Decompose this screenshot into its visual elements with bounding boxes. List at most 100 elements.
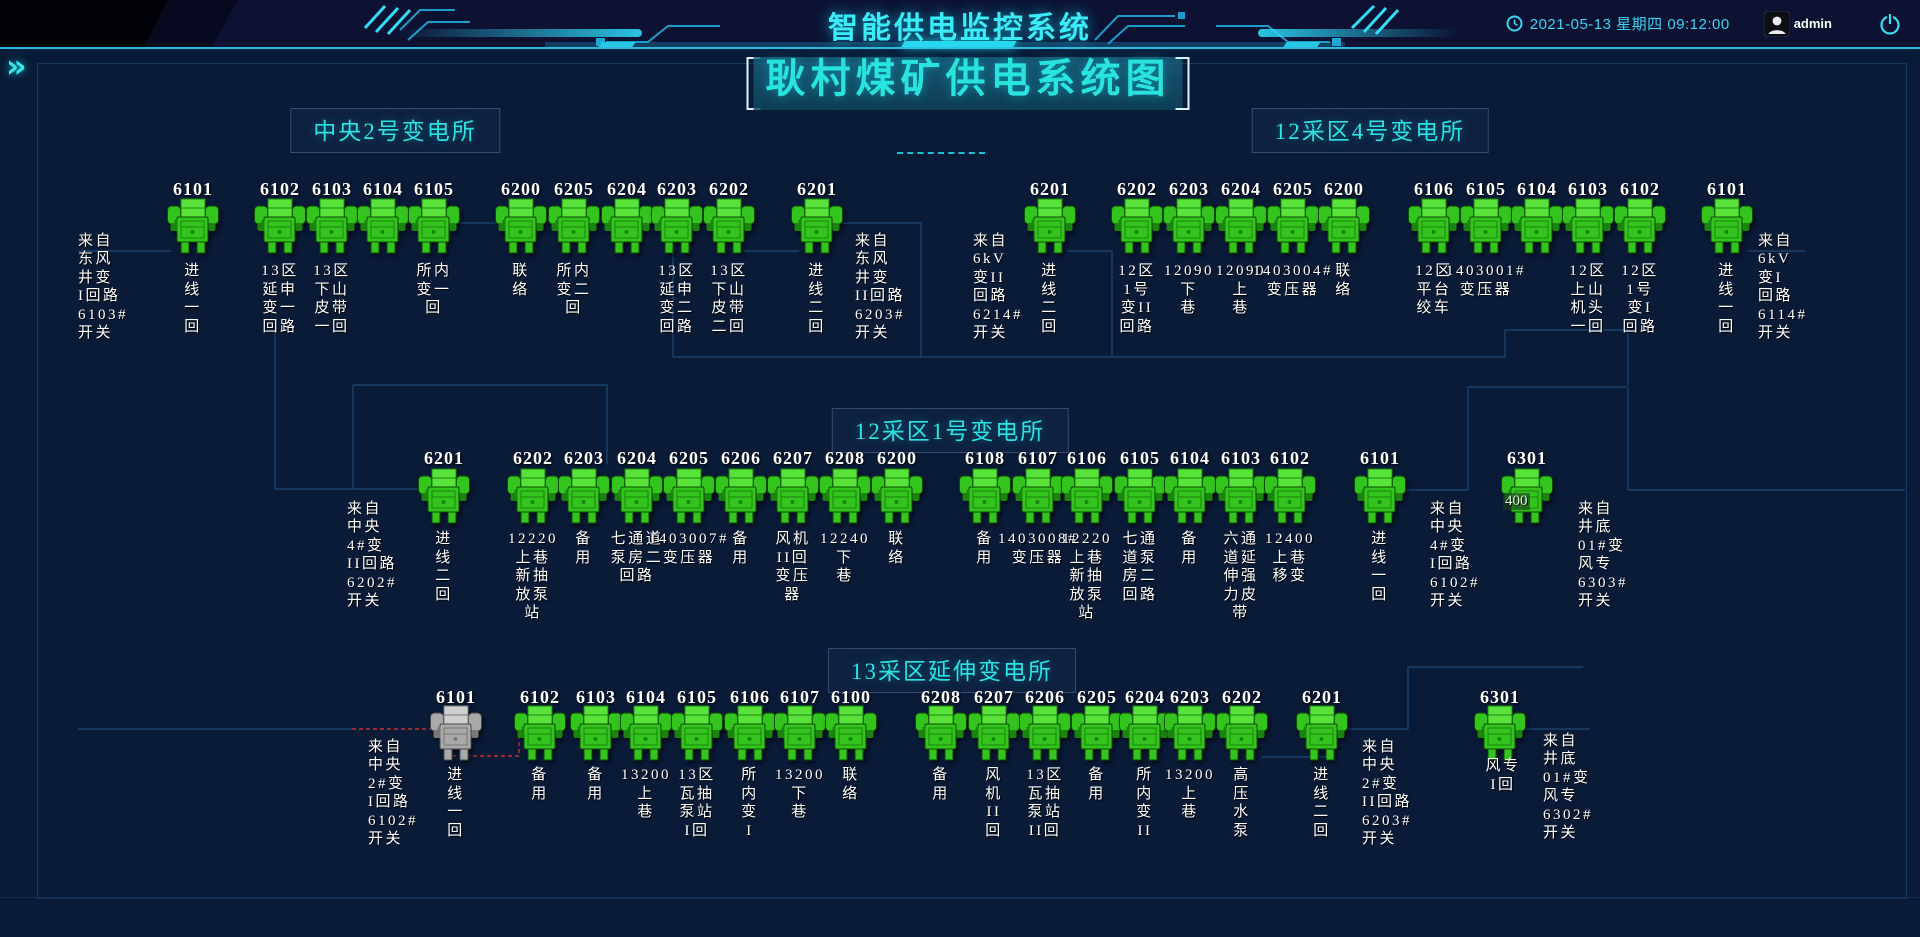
- breaker-switch-icon[interactable]: [791, 196, 843, 259]
- breaker-switch-icon[interactable]: [1264, 466, 1316, 529]
- device-number: 6201: [1030, 179, 1070, 199]
- device-label: 13区 下山 皮带 二回: [710, 263, 748, 335]
- datetime-group: 2021-05-13 星期四 09:12:00: [1506, 13, 1730, 34]
- device-number: 6108: [965, 448, 1005, 468]
- device-label: 七通 道泵 房二 回路: [1122, 531, 1158, 603]
- power-button[interactable]: [1878, 11, 1902, 37]
- device-number: 6105: [1466, 179, 1506, 199]
- breaker-switch-icon[interactable]: [1296, 703, 1348, 766]
- breaker-switch-icon[interactable]: [703, 196, 755, 259]
- breaker-switch-icon[interactable]: [1164, 703, 1216, 766]
- breaker-switch-icon[interactable]: [1164, 466, 1216, 529]
- breaker-switch-icon[interactable]: [968, 703, 1020, 766]
- device-number: 6107: [1018, 448, 1058, 468]
- breaker-switch-icon[interactable]: [601, 196, 653, 259]
- device-label: 13区 延申 变一 回路: [261, 263, 299, 335]
- breaker-switch-icon[interactable]: [825, 703, 877, 766]
- device-number: 6204: [1125, 687, 1165, 707]
- device-number: 6201: [424, 448, 464, 468]
- breaker-switch-icon[interactable]: [959, 466, 1011, 529]
- breaker-switch-icon[interactable]: [1511, 196, 1563, 259]
- breaker-switch-icon[interactable]: [1061, 466, 1113, 529]
- breaker-switch-icon[interactable]: [1267, 196, 1319, 259]
- breaker-switch-icon[interactable]: [915, 703, 967, 766]
- breaker-switch-icon[interactable]: [611, 466, 663, 529]
- device-number: 6208: [921, 687, 961, 707]
- breaker-switch-icon[interactable]: [1114, 466, 1166, 529]
- breaker-switch-icon[interactable]: [254, 196, 306, 259]
- breaker-switch-icon[interactable]: [1215, 466, 1267, 529]
- breaker-switch-icon[interactable]: [548, 196, 600, 259]
- breaker-switch-icon[interactable]: [1163, 196, 1215, 259]
- device-label: 联 络: [1335, 263, 1353, 298]
- device-number: 6105: [677, 687, 717, 707]
- user-menu[interactable]: admin: [1763, 10, 1832, 37]
- breaker-switch-icon[interactable]: [663, 466, 715, 529]
- breaker-switch-icon[interactable]: [767, 466, 819, 529]
- breaker-switch-icon[interactable]: [671, 703, 723, 766]
- device-number: 6102: [1620, 179, 1660, 199]
- device-label: 1403007# 变压器: [649, 531, 729, 566]
- breaker-switch-icon[interactable]: [1562, 196, 1614, 259]
- device-label: 1403001# 变压器: [1446, 263, 1526, 298]
- breaker-switch-icon[interactable]: [1318, 196, 1370, 259]
- breaker-switch-icon[interactable]: [1460, 196, 1512, 259]
- breaker-switch-icon[interactable]: [558, 466, 610, 529]
- device-label: 进 线 二 回: [435, 531, 453, 603]
- breaker-switch-icon[interactable]: [430, 703, 482, 766]
- breaker-switch-icon[interactable]: [507, 466, 559, 529]
- breaker-switch-icon[interactable]: [1614, 196, 1666, 259]
- username: admin: [1793, 16, 1832, 31]
- device-number: 6205: [669, 448, 709, 468]
- breaker-switch-icon[interactable]: [774, 703, 826, 766]
- breaker-switch-icon[interactable]: [1215, 196, 1267, 259]
- substation-title: 中央2号变电所: [290, 108, 500, 153]
- breaker-switch-icon[interactable]: [651, 196, 703, 259]
- breaker-switch-icon[interactable]: [1408, 196, 1460, 259]
- breaker-switch-icon[interactable]: [570, 703, 622, 766]
- sidebar-expand-icon[interactable]: »: [6, 47, 27, 85]
- breaker-switch-icon[interactable]: [514, 703, 566, 766]
- breaker-switch-icon[interactable]: [357, 196, 409, 259]
- device-number: 6205: [554, 179, 594, 199]
- avatar: [1763, 10, 1790, 37]
- breaker-switch-icon[interactable]: [1024, 196, 1076, 259]
- feeder-label: 来自 东风 井变 II回路 6203# 开关: [855, 233, 905, 342]
- breaker-switch-icon[interactable]: [1701, 196, 1753, 259]
- device-label: 13200 下 巷: [775, 767, 825, 821]
- device-label: 进 线 二 回: [1313, 767, 1331, 839]
- breaker-switch-icon[interactable]: [306, 196, 358, 259]
- device-number: 6106: [730, 687, 770, 707]
- breaker-switch-icon[interactable]: [1019, 703, 1071, 766]
- device-number: 6206: [1025, 687, 1065, 707]
- device-label: 进 线 一 回: [184, 263, 202, 335]
- breaker-switch-icon[interactable]: [408, 196, 460, 259]
- breaker-switch-icon[interactable]: [715, 466, 767, 529]
- device-number: 6203: [1169, 179, 1209, 199]
- breaker-switch-icon[interactable]: [418, 466, 470, 529]
- breaker-switch-icon[interactable]: [167, 196, 219, 259]
- device-label: 进 线 一 回: [1371, 531, 1389, 603]
- breaker-switch-icon[interactable]: [724, 703, 776, 766]
- feeder-label: 来自 井底 01#变 风专 6302# 开关: [1543, 733, 1593, 842]
- device-number: 6200: [877, 448, 917, 468]
- breaker-switch-icon[interactable]: [495, 196, 547, 259]
- breaker-switch-icon[interactable]: [1474, 703, 1526, 766]
- breaker-switch-icon[interactable]: [871, 466, 923, 529]
- breaker-switch-icon[interactable]: [1354, 466, 1406, 529]
- feeder-label: 来自 6kV 变I 回路 6114# 开关: [1758, 233, 1808, 342]
- breaker-switch-icon[interactable]: [1071, 703, 1123, 766]
- device-label: 进 线 二 回: [808, 263, 826, 335]
- device-label: 六通 道延 伸强 力皮 带: [1223, 531, 1259, 622]
- device-label: 13区 延申 变二 回路: [658, 263, 696, 335]
- breaker-switch-icon[interactable]: [620, 703, 672, 766]
- breaker-switch-icon[interactable]: [819, 466, 871, 529]
- breaker-switch-icon[interactable]: [1111, 196, 1163, 259]
- device-number: 6206: [721, 448, 761, 468]
- device-number: 6107: [780, 687, 820, 707]
- device-number: 6101: [436, 687, 476, 707]
- device-number: 6301: [1507, 448, 1547, 468]
- breaker-switch-icon[interactable]: [1216, 703, 1268, 766]
- device-number: 6102: [1270, 448, 1310, 468]
- breaker-switch-icon[interactable]: [1012, 466, 1064, 529]
